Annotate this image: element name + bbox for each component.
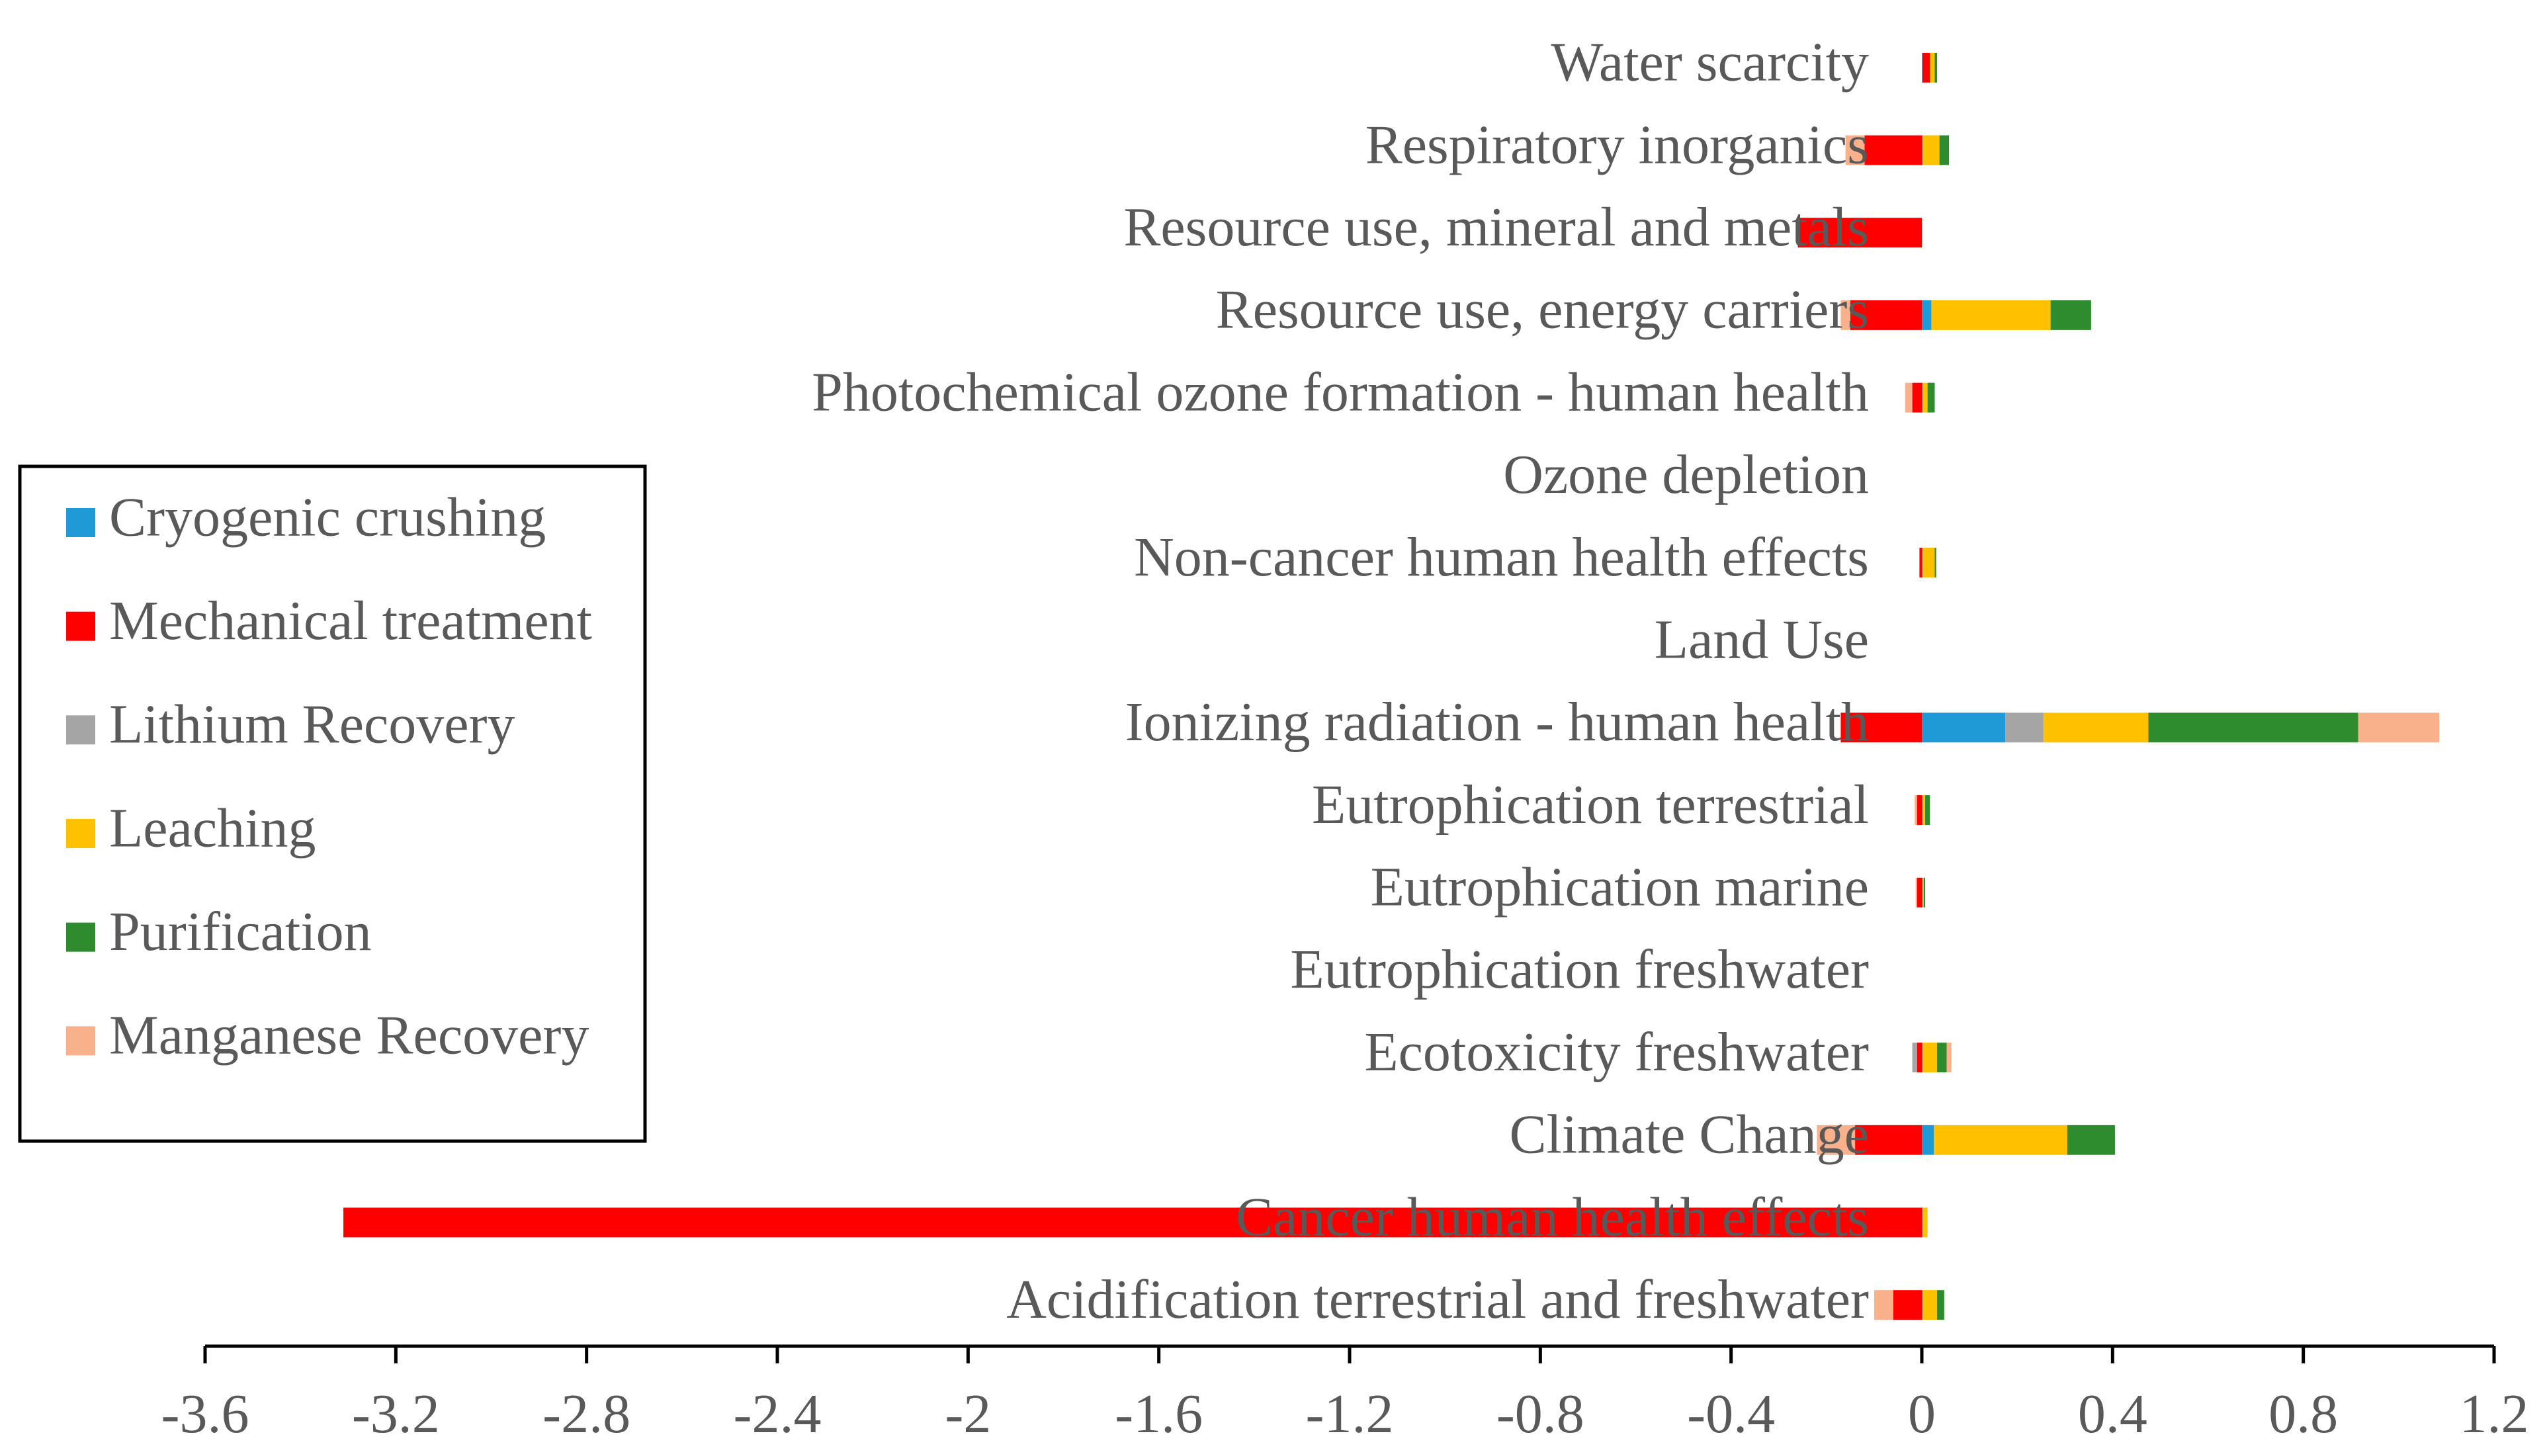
- bar-ionizing-radiation-human-health-purification: [2148, 712, 2358, 743]
- bar-acidification-terrestrial-and-freshwater-purification: [1937, 1290, 1944, 1320]
- x-tick-label: -1.2: [1306, 1383, 1394, 1445]
- bar-respiratory-inorganics-purification: [1939, 135, 1950, 165]
- bar-ecotoxicity-freshwater-leaching: [1922, 1043, 1938, 1073]
- bar-non-cancer-human-health-effects-leaching: [1922, 548, 1935, 578]
- bar-eutrophication-terrestrial-purification: [1925, 795, 1930, 825]
- x-tick-label: 1.2: [2460, 1383, 2529, 1445]
- x-axis: -3.6 -3.2 -2.8 -2.4 -2 -1.6 -1.2 -0.8 -0.4 0 0.4 0.…: [161, 1344, 2529, 1445]
- x-tick-label: -2.8: [542, 1383, 630, 1445]
- category-label-eutrophication-terrestrial: Eutrophication terrestrial: [1312, 774, 1869, 835]
- bar-resource-use-mineral-and-metals-mechanical-treatment: [1797, 218, 1922, 248]
- bar-climate-change-cryogenic-crushing: [1922, 1125, 1934, 1155]
- bar-ionizing-radiation-human-health-manganese-recovery: [2358, 712, 2440, 743]
- bar-resource-use-energy-carriers-cryogenic-crushing: [1922, 300, 1932, 330]
- bar-ionizing-radiation-human-health-leaching: [2043, 712, 2149, 743]
- bar-cancer-human-health-effects-leaching: [1922, 1207, 1928, 1238]
- bar-eutrophication-marine-manganese-recovery: [1915, 877, 1917, 908]
- bar-resource-use-energy-carriers-manganese-recovery: [1840, 300, 1850, 330]
- legend-label-leaching: Leaching: [109, 797, 316, 859]
- legend-swatch-cryogenic-crushing: [66, 508, 95, 537]
- category-label-ecotoxicity-freshwater: Ecotoxicity freshwater: [1364, 1021, 1869, 1083]
- bar-water-scarcity-mechanical-treatment: [1922, 52, 1930, 83]
- category-label-eutrophication-freshwater: Eutrophication freshwater: [1290, 939, 1869, 1000]
- bar-ionizing-radiation-human-health-cryogenic-crushing: [1922, 712, 2006, 743]
- category-label-resource-use-energy-carriers: Resource use, energy carriers: [1216, 279, 1869, 341]
- bar-eutrophication-terrestrial-manganese-recovery: [1915, 795, 1917, 825]
- bar-acidification-terrestrial-and-freshwater-mechanical-treatment: [1893, 1290, 1922, 1320]
- legend-box: [18, 464, 647, 1143]
- bar-eutrophication-terrestrial-mechanical-treatment: [1917, 795, 1922, 825]
- x-tick-label: -1.6: [1115, 1383, 1203, 1445]
- bar-resource-use-energy-carriers-leaching: [1931, 300, 2051, 330]
- category-label-ozone-depletion: Ozone depletion: [1503, 444, 1869, 505]
- category-label-non-cancer-human-health-effects: Non-cancer human health effects: [1134, 527, 1869, 588]
- bar-non-cancer-human-health-effects-mechanical-treatment: [1919, 548, 1922, 578]
- legend-swatch-leaching: [66, 819, 95, 848]
- legend-swatch-lithium-recovery: [66, 715, 95, 745]
- x-tick-label: -0.4: [1687, 1383, 1775, 1445]
- bar-eutrophication-terrestrial-leaching: [1922, 795, 1926, 825]
- legend-label-purification: Purification: [109, 901, 372, 963]
- bar-climate-change-mechanical-treatment: [1855, 1125, 1922, 1155]
- category-label-climate-change: Climate Change: [1509, 1104, 1869, 1166]
- bar-non-cancer-human-health-effects-purification: [1934, 548, 1936, 578]
- bar-ecotoxicity-freshwater-lithium-recovery: [1912, 1043, 1917, 1073]
- bar-climate-change-leaching: [1934, 1125, 2067, 1155]
- category-label-resource-use-mineral-and-metals: Resource use, mineral and metals: [1123, 196, 1869, 258]
- bar-resource-use-energy-carriers-purification: [2050, 300, 2091, 330]
- bar-eutrophication-marine-mechanical-treatment: [1917, 877, 1922, 908]
- legend-label-cryogenic-crushing: Cryogenic crushing: [109, 486, 546, 548]
- bar-eutrophication-marine-leaching: [1922, 877, 1924, 908]
- legend-swatch-purification: [66, 922, 95, 952]
- bar-ionizing-radiation-human-health-mechanical-treatment: [1840, 712, 1922, 743]
- bar-photochemical-ozone-formation-human-health-mechanical-treatment: [1912, 382, 1922, 413]
- bar-water-scarcity-leaching: [1930, 52, 1935, 83]
- category-label-ionizing-radiation-human-health: Ionizing radiation - human health: [1125, 691, 1869, 753]
- bars-group: [343, 52, 2440, 1320]
- bar-climate-change-manganese-recovery: [1817, 1125, 1856, 1155]
- category-label-water-scarcity: Water scarcity: [1551, 32, 1869, 93]
- x-tick-label: 0.4: [2078, 1383, 2147, 1445]
- legend-label-lithium-recovery: Lithium Recovery: [109, 694, 515, 755]
- bar-eutrophication-marine-purification: [1923, 877, 1926, 908]
- bar-ionizing-radiation-human-health-lithium-recovery: [2005, 712, 2044, 743]
- category-label-cancer-human-health-effects: Cancer human health effects: [1236, 1186, 1869, 1248]
- bar-climate-change-purification: [2067, 1125, 2115, 1155]
- bar-photochemical-ozone-formation-human-health-manganese-recovery: [1905, 382, 1913, 413]
- bar-water-scarcity-purification: [1934, 52, 1938, 83]
- x-tick-label: -3.6: [161, 1383, 249, 1445]
- bar-acidification-terrestrial-and-freshwater-manganese-recovery: [1874, 1290, 1893, 1320]
- legend-swatch-manganese-recovery: [66, 1026, 95, 1056]
- x-tick-label: -2.4: [734, 1383, 822, 1445]
- legend: Cryogenic crushing Mechanical treatment Li…: [18, 464, 647, 1143]
- x-tick-label: 0: [1908, 1383, 1936, 1445]
- x-tick-label: -0.8: [1496, 1383, 1584, 1445]
- bar-photochemical-ozone-formation-human-health-purification: [1927, 382, 1935, 413]
- bar-resource-use-energy-carriers-mechanical-treatment: [1850, 300, 1922, 330]
- x-tick-label: -3.2: [352, 1383, 440, 1445]
- category-label-photochemical-ozone-formation-human-health: Photochemical ozone formation - human he…: [812, 361, 1869, 423]
- bar-ecotoxicity-freshwater-manganese-recovery: [1946, 1043, 1952, 1073]
- bar-respiratory-inorganics-mechanical-treatment: [1864, 135, 1922, 165]
- category-label-land-use: Land Use: [1655, 609, 1869, 670]
- category-labels: Water scarcity Respiratory inorganics Reso…: [812, 32, 1869, 1330]
- bar-respiratory-inorganics-leaching: [1922, 135, 1940, 165]
- bar-ecotoxicity-freshwater-mechanical-treatment: [1917, 1043, 1922, 1073]
- legend-label-mechanical-treatment: Mechanical treatment: [109, 590, 592, 652]
- legend-swatch-mechanical-treatment: [66, 611, 95, 641]
- category-label-eutrophication-marine: Eutrophication marine: [1371, 857, 1869, 918]
- category-label-respiratory-inorganics: Respiratory inorganics: [1365, 114, 1869, 175]
- category-label-acidification-terrestrial-and-freshwater: Acidification terrestrial and freshwater: [1006, 1269, 1869, 1330]
- x-tick-label: 0.8: [2268, 1383, 2338, 1445]
- bar-ecotoxicity-freshwater-purification: [1937, 1043, 1947, 1073]
- bar-photochemical-ozone-formation-human-health-leaching: [1922, 382, 1928, 413]
- bar-respiratory-inorganics-manganese-recovery: [1845, 135, 1865, 165]
- bar-acidification-terrestrial-and-freshwater-leaching: [1922, 1290, 1938, 1320]
- x-tick-label: -2: [945, 1383, 991, 1445]
- legend-label-manganese-recovery: Manganese Recovery: [109, 1005, 589, 1066]
- bar-cancer-human-health-effects-mechanical-treatment: [343, 1207, 1922, 1238]
